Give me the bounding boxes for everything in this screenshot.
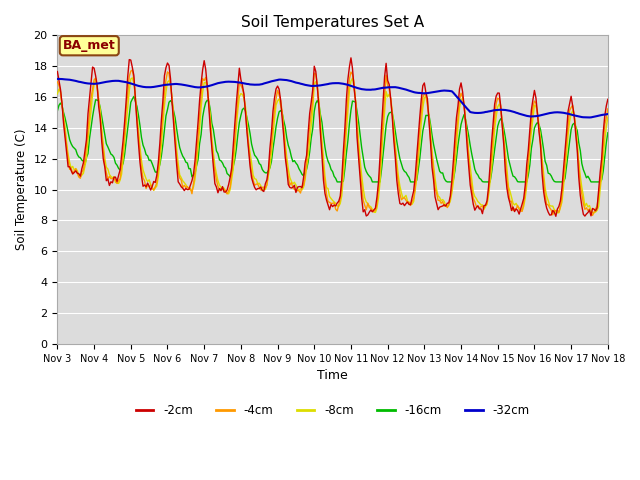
Text: BA_met: BA_met bbox=[63, 39, 116, 52]
Legend: -2cm, -4cm, -8cm, -16cm, -32cm: -2cm, -4cm, -8cm, -16cm, -32cm bbox=[131, 399, 534, 421]
X-axis label: Time: Time bbox=[317, 369, 348, 382]
Y-axis label: Soil Temperature (C): Soil Temperature (C) bbox=[15, 129, 28, 251]
Title: Soil Temperatures Set A: Soil Temperatures Set A bbox=[241, 15, 424, 30]
